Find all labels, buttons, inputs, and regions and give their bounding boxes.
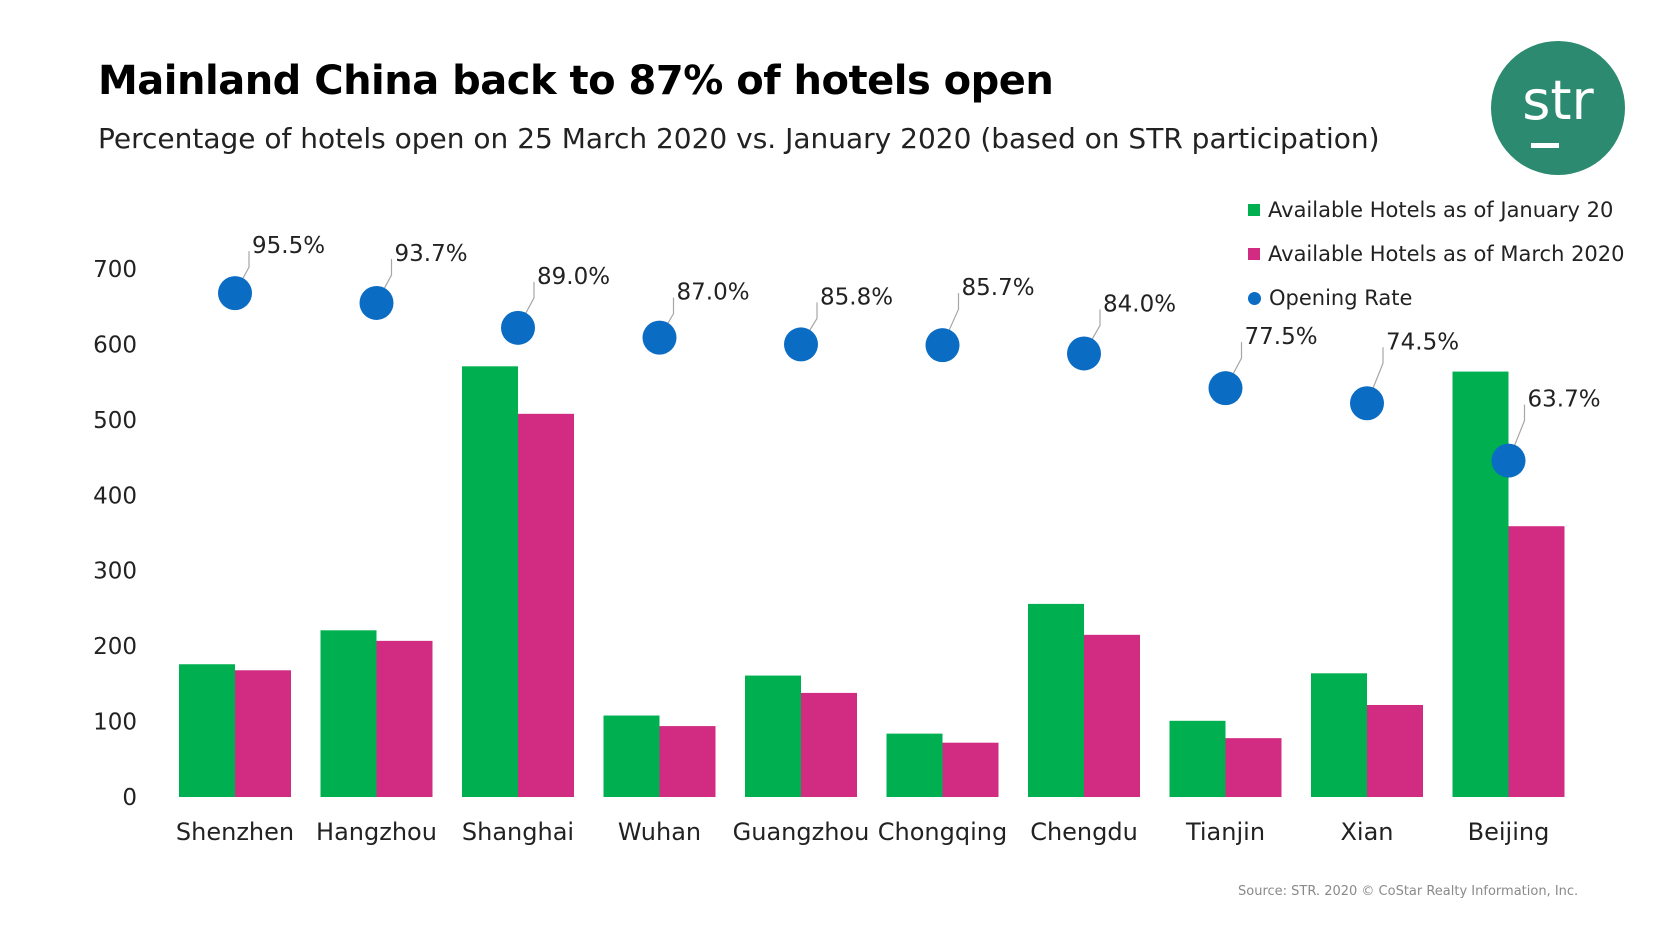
x-tick-label: Shanghai: [462, 818, 574, 846]
logo-underline: [1531, 143, 1559, 148]
bar-march: [659, 726, 716, 797]
opening-rate-label: 85.8%: [820, 284, 893, 310]
bar-january: [320, 630, 377, 797]
legend-label-opening-rate: Opening Rate: [1269, 286, 1413, 310]
opening-rate-point: [925, 328, 960, 363]
y-tick-label: 300: [93, 559, 137, 585]
x-tick-label: Xian: [1340, 818, 1393, 846]
legend-swatch-march: [1248, 248, 1260, 260]
bar-march: [235, 670, 291, 797]
opening-rate-point: [1067, 336, 1101, 371]
bar-january: [462, 366, 518, 797]
legend-label-march: Available Hotels as of March 2020: [1268, 242, 1625, 266]
opening-rate-label: 84.0%: [1103, 291, 1176, 317]
x-tick-label: Chengdu: [1030, 818, 1138, 846]
y-tick-label: 500: [93, 408, 137, 434]
opening-rate-point: [1350, 386, 1384, 421]
x-tick-label: Chongqing: [878, 818, 1007, 846]
bar-january: [745, 675, 801, 797]
legend-label-january: Available Hotels as of January 20: [1268, 198, 1614, 222]
legend-swatch-opening-rate: [1248, 291, 1261, 305]
x-tick-label: Wuhan: [618, 818, 701, 846]
bar-march: [376, 640, 433, 797]
bar-january: [886, 733, 943, 797]
opening-rate-point: [1491, 443, 1526, 478]
bar-march: [942, 742, 999, 797]
opening-rate-label: 95.5%: [252, 233, 325, 259]
bar-march: [518, 413, 574, 797]
opening-rate-label: 89.0%: [537, 264, 610, 290]
source-note: Source: STR. 2020 © CoStar Realty Inform…: [1238, 884, 1579, 899]
y-tick-label: 100: [93, 710, 137, 736]
y-tick-label: 0: [122, 785, 137, 811]
bar-january: [1028, 603, 1084, 797]
y-tick-label: 200: [93, 634, 137, 660]
legend-item-opening-rate: Opening Rate: [1248, 276, 1625, 320]
opening-rate-label: 77.5%: [1245, 324, 1318, 350]
legend-swatch-january: [1248, 204, 1260, 216]
x-tick-label: Shenzhen: [176, 818, 294, 846]
x-tick-label: Tianjin: [1185, 818, 1265, 846]
bar-january: [1169, 720, 1226, 797]
y-tick-label: 600: [93, 332, 137, 358]
opening-rate-point: [642, 320, 677, 355]
bar-january: [1311, 673, 1367, 797]
bar-january: [179, 664, 235, 797]
opening-rate-point: [1208, 371, 1243, 406]
opening-rate-point: [784, 327, 818, 362]
bar-march: [1225, 738, 1282, 797]
legend-item-march: Available Hotels as of March 2020: [1248, 232, 1625, 276]
opening-rate-point: [218, 276, 252, 311]
chart-title: Mainland China back to 87% of hotels ope…: [98, 58, 1054, 104]
opening-rate-point: [501, 310, 535, 345]
opening-rate-label: 93.7%: [395, 241, 468, 267]
bar-january: [1452, 371, 1509, 797]
chart-subtitle: Percentage of hotels open on 25 March 20…: [98, 122, 1380, 155]
bar-march: [1508, 526, 1565, 797]
bar-march: [801, 692, 857, 797]
bar-march: [1367, 704, 1423, 797]
bar-march: [1084, 634, 1140, 797]
opening-rate-label: 63.7%: [1528, 387, 1601, 413]
logo-text: str: [1522, 69, 1594, 132]
y-tick-label: 700: [93, 257, 137, 283]
chart-legend: Available Hotels as of January 20 Availa…: [1248, 188, 1625, 320]
bar-january: [603, 715, 660, 797]
opening-rate-label: 85.7%: [962, 275, 1035, 301]
str-logo: str: [1491, 41, 1625, 175]
legend-item-january: Available Hotels as of January 20: [1248, 188, 1625, 232]
y-tick-label: 400: [93, 483, 137, 509]
x-tick-label: Hangzhou: [316, 818, 437, 846]
x-tick-label: Guangzhou: [733, 818, 870, 846]
x-tick-label: Beijing: [1468, 818, 1550, 846]
opening-rate-label: 74.5%: [1386, 329, 1459, 355]
opening-rate-label: 87.0%: [677, 280, 750, 306]
opening-rate-point: [359, 285, 394, 320]
